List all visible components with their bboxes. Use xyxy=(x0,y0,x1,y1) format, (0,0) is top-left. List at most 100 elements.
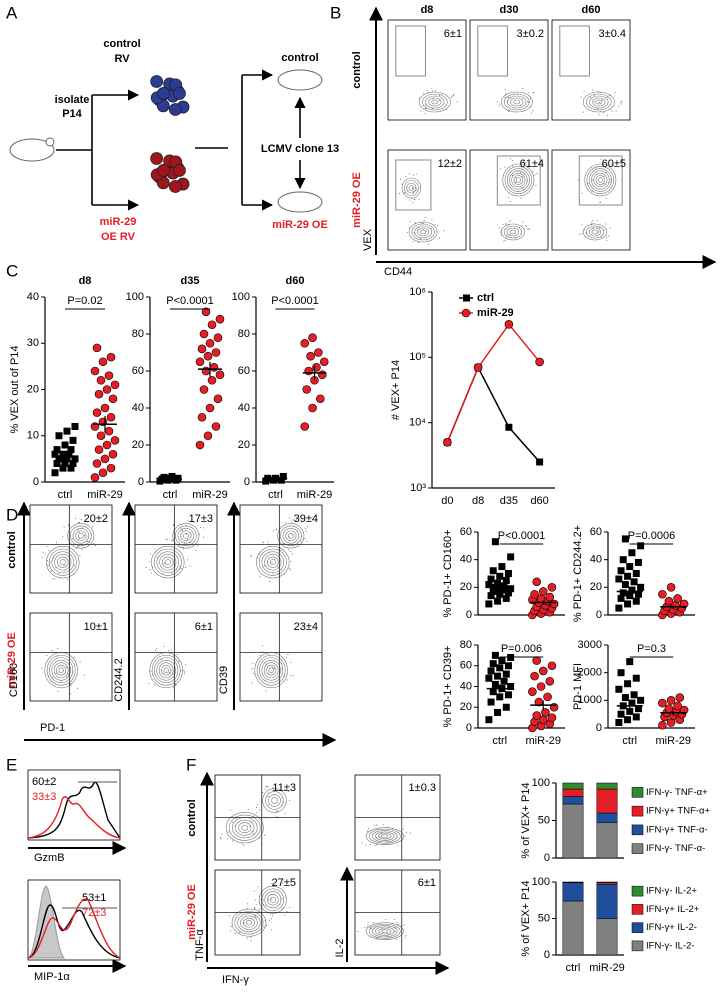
legend-marker xyxy=(463,294,470,302)
data-point xyxy=(494,579,502,587)
y-tick-label: 0 xyxy=(244,476,250,488)
data-point xyxy=(209,362,219,372)
row-label: control xyxy=(186,799,198,836)
y-axis-label: % PD-1+ CD160+ xyxy=(442,529,454,617)
data-point xyxy=(673,701,682,711)
data-point xyxy=(94,389,104,399)
gate-label: 3±0.2 xyxy=(517,28,544,40)
contour xyxy=(153,548,182,576)
event-dot xyxy=(527,101,529,103)
x-tick-label: d8 xyxy=(472,495,484,507)
event-dot xyxy=(456,101,458,103)
event-dot xyxy=(183,671,185,673)
contour xyxy=(240,915,258,930)
event-dot xyxy=(522,160,524,162)
event-dot xyxy=(370,928,372,930)
event-dot xyxy=(166,538,168,540)
event-dot xyxy=(284,676,286,678)
event-dot xyxy=(76,548,78,550)
event-dot xyxy=(220,837,222,839)
panel-label: E xyxy=(6,755,17,774)
gate xyxy=(395,25,426,77)
event-dot xyxy=(404,835,406,837)
event-dot xyxy=(150,670,152,672)
event-dot xyxy=(186,559,188,561)
contour xyxy=(269,896,276,903)
event-dot xyxy=(604,223,606,225)
event-dot xyxy=(412,191,414,193)
event-dot xyxy=(290,661,292,663)
event-dot xyxy=(154,548,156,550)
contour xyxy=(368,828,401,844)
contour xyxy=(422,93,448,111)
flow-plot-frame xyxy=(551,19,631,121)
event-dot xyxy=(532,171,534,173)
data-point xyxy=(632,674,640,682)
event-dot xyxy=(70,693,72,695)
event-dot xyxy=(172,673,174,675)
event-dot xyxy=(580,96,582,98)
data-point xyxy=(67,464,75,472)
data-point xyxy=(487,667,495,675)
data-point xyxy=(308,333,317,343)
event-dot xyxy=(398,923,400,925)
data-point xyxy=(96,375,106,385)
event-dot xyxy=(506,234,508,236)
event-dot xyxy=(253,672,255,674)
contour xyxy=(175,525,197,546)
event-dot xyxy=(284,789,286,791)
event-dot xyxy=(44,553,46,555)
contour xyxy=(162,556,174,568)
data-point xyxy=(96,431,106,441)
data-point xyxy=(473,363,483,372)
contour xyxy=(58,667,64,674)
data-point xyxy=(637,583,645,591)
event-dot xyxy=(271,882,273,884)
event-dot xyxy=(402,828,404,830)
event-dot xyxy=(56,541,58,543)
event-dot xyxy=(524,162,526,164)
event-dot xyxy=(614,92,616,94)
event-dot xyxy=(608,235,610,237)
data-point xyxy=(203,351,213,361)
bar-segment xyxy=(596,822,618,859)
event-dot xyxy=(94,545,96,547)
event-dot xyxy=(522,87,524,89)
axis-label: CD44 xyxy=(384,266,412,278)
event-dot xyxy=(597,108,599,110)
contour xyxy=(46,654,76,686)
event-dot xyxy=(527,101,529,103)
event-dot xyxy=(79,554,81,556)
event-dot xyxy=(509,234,511,236)
y-tick-label: 40 xyxy=(460,680,472,692)
data-point xyxy=(197,344,207,354)
event-dot xyxy=(498,104,500,106)
y-tick-label: 0 xyxy=(544,949,550,961)
event-dot xyxy=(285,789,287,791)
y-tick-label: 20 xyxy=(132,439,144,451)
contour xyxy=(269,559,276,566)
data-point xyxy=(532,711,542,720)
y-tick-label: 60 xyxy=(132,365,144,377)
data-point xyxy=(317,370,327,380)
event-dot xyxy=(598,114,600,116)
data-point xyxy=(624,572,632,580)
event-dot xyxy=(581,233,583,235)
gate-label: 11±3 xyxy=(272,782,296,794)
data-point xyxy=(507,553,515,561)
data-point xyxy=(536,458,544,466)
data-point xyxy=(90,366,100,376)
contour xyxy=(267,556,279,568)
y-tick-label: 60 xyxy=(238,365,250,377)
y-tick-label: 40 xyxy=(132,402,144,414)
event-dot xyxy=(243,922,245,924)
event-dot xyxy=(414,187,416,189)
event-dot xyxy=(420,238,422,240)
data-point xyxy=(541,708,550,717)
event-dot xyxy=(271,898,273,900)
contour xyxy=(235,819,255,836)
flow-plot-frame xyxy=(387,19,467,121)
contour xyxy=(177,528,195,544)
data-point xyxy=(51,450,59,458)
data-point xyxy=(545,592,555,602)
